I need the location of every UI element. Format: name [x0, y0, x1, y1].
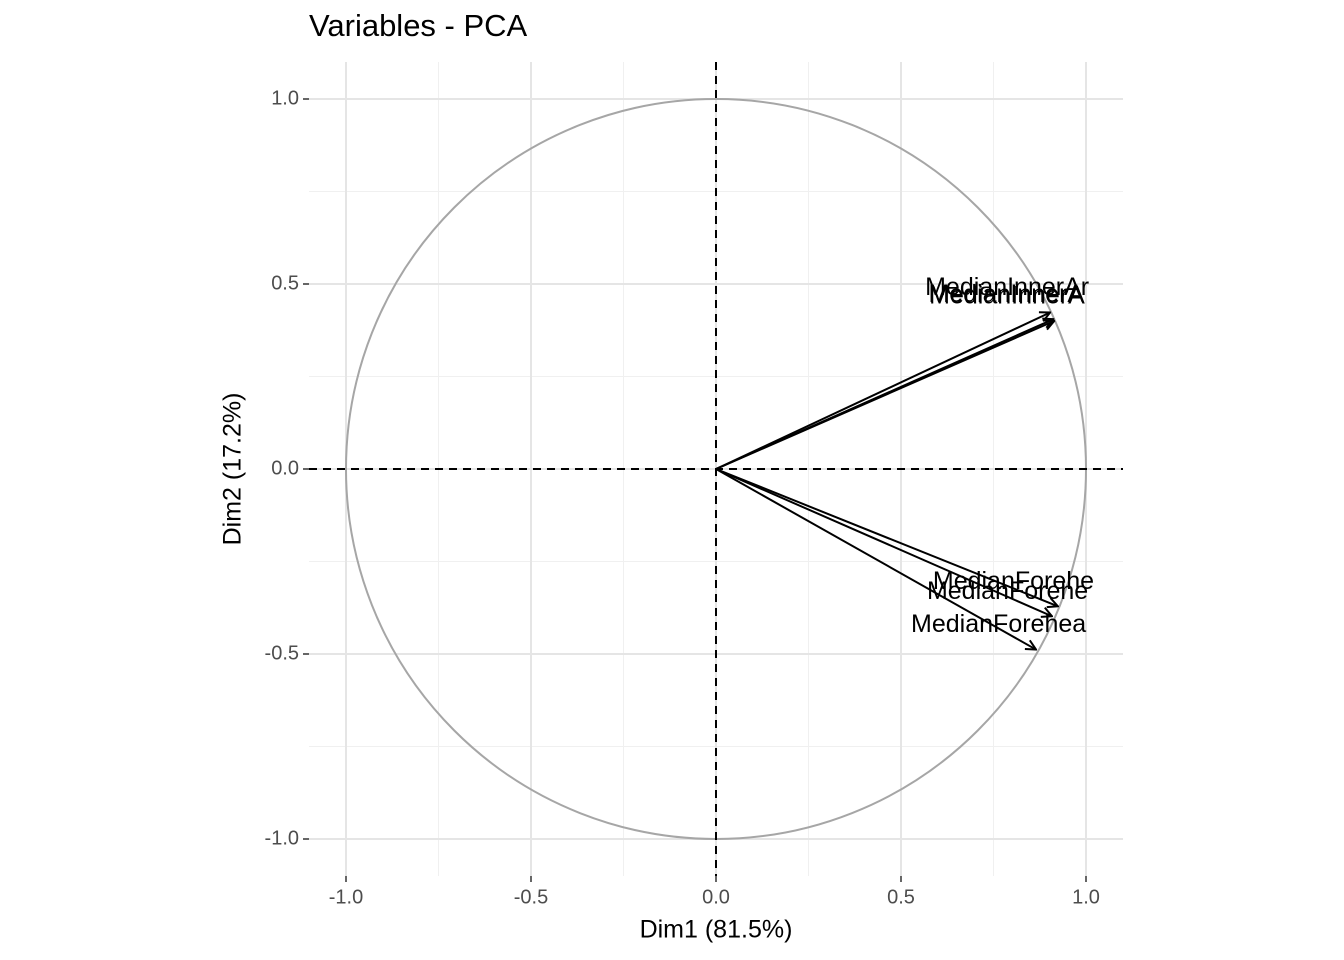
y-tick-label: 0.0 — [271, 457, 299, 479]
y-axis-label: Dim2 (17.2%) — [219, 393, 247, 546]
variable-arrow — [715, 321, 1054, 470]
x-tick-label: 0.0 — [702, 886, 730, 908]
x-tick-label: -0.5 — [514, 886, 548, 908]
variable-arrow — [715, 468, 1052, 616]
grid: -1.0 -0.5 0.0 0.5 1.0 -1.0 -0.5 0.0 0.5 1.0 — [265, 62, 1123, 908]
variable-label: MedianInnerA — [928, 280, 1084, 308]
y-tick-label: -0.5 — [265, 642, 299, 664]
variable-arrow — [715, 312, 1050, 470]
variable-label: MedianForehea — [911, 610, 1086, 638]
plot-area: MedianInnerArMedianInnerAMedianInnerAMed… — [309, 62, 1123, 876]
variable-label: MedianInnerA — [929, 282, 1085, 310]
chart-title: Variables - PCA — [309, 8, 528, 43]
y-tick-label: -1.0 — [265, 827, 299, 849]
variable-label: MedianForehe — [927, 577, 1088, 605]
x-axis-label: Dim1 (81.5%) — [640, 916, 793, 944]
variable-arrow — [715, 468, 1036, 650]
variable-label: MedianInnerAr — [925, 273, 1089, 301]
variable-arrow — [715, 468, 1058, 606]
labels: MedianInnerArMedianInnerAMedianInnerAMed… — [911, 273, 1094, 638]
y-tick-label: 0.5 — [271, 272, 299, 294]
x-tick-label: 0.5 — [887, 886, 915, 908]
variable-label: MedianForehe — [933, 567, 1094, 595]
x-tick-label: -1.0 — [329, 886, 363, 908]
x-tick-label: 1.0 — [1072, 886, 1100, 908]
y-tick-label: 1.0 — [271, 87, 299, 109]
